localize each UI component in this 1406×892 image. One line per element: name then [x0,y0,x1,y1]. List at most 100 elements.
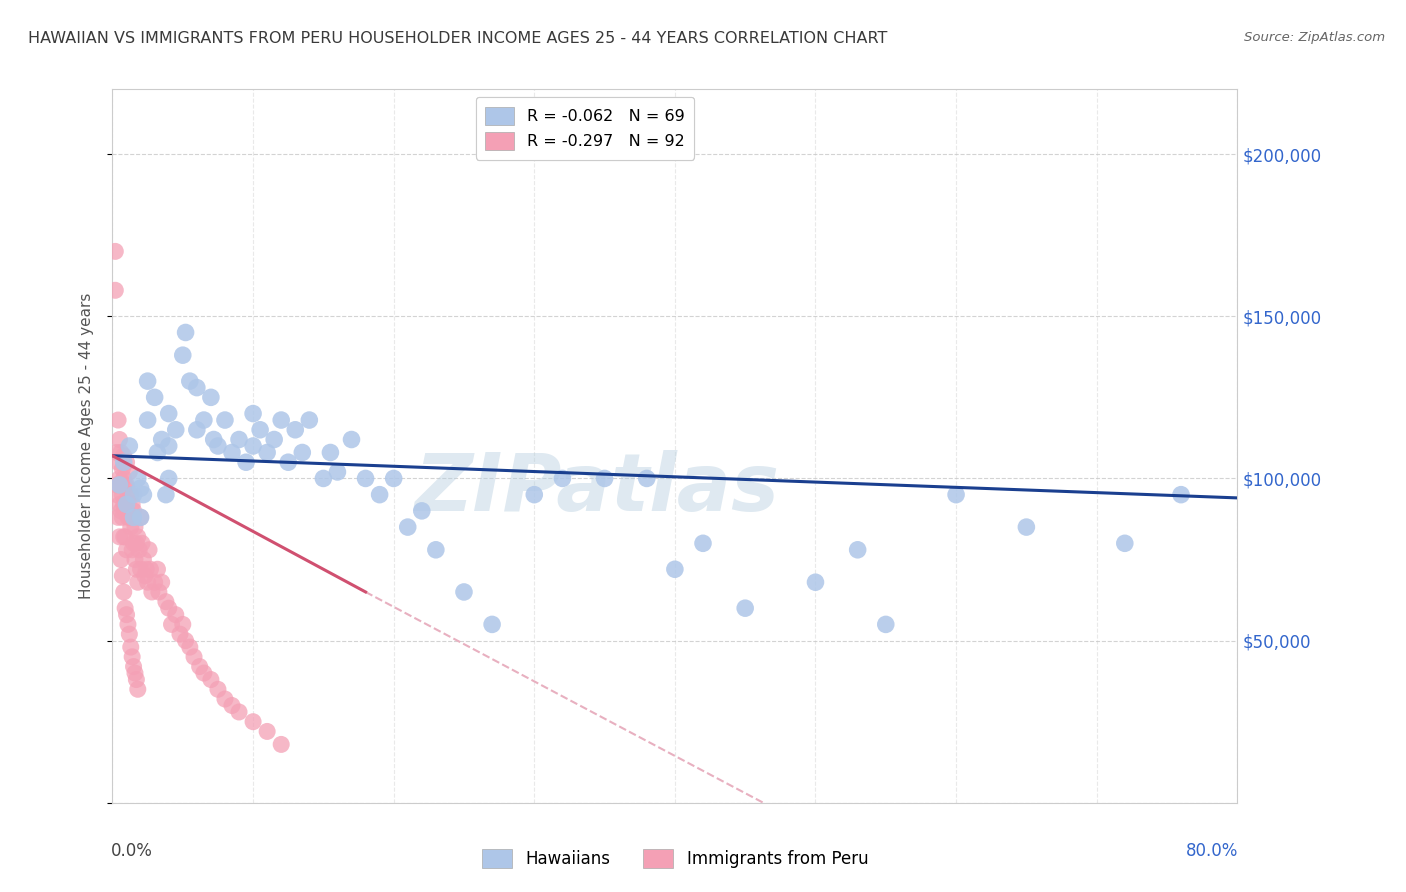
Point [125,673,148,687]
Point [157,471,180,485]
Point [1015,520,1038,534]
Point [121,649,143,664]
Legend: R = -0.062   N = 69, R = -0.297   N = 92: R = -0.062 N = 69, R = -0.297 N = 92 [475,97,695,160]
Point [108,433,131,447]
Point [174,326,197,340]
Point [117,617,139,632]
Point [107,510,129,524]
Point [118,510,141,524]
Point [263,433,285,447]
Point [129,510,152,524]
Point [122,504,145,518]
Point [105,488,128,502]
Point [107,455,129,469]
Point [221,698,243,713]
Point [354,471,377,485]
Point [875,617,897,632]
Point [115,607,138,622]
Point [120,640,142,654]
Point [382,471,405,485]
Point [664,562,686,576]
Point [117,488,139,502]
Point [114,601,136,615]
Point [115,504,138,518]
Point [207,439,229,453]
Point [160,617,183,632]
Point [256,445,278,459]
Point [340,433,363,447]
Text: Source: ZipAtlas.com: Source: ZipAtlas.com [1244,31,1385,45]
Point [193,666,215,681]
Point [242,439,264,453]
Point [108,478,131,492]
Point [157,439,180,453]
Point [148,585,170,599]
Point [111,461,134,475]
Point [122,536,145,550]
Point [326,465,349,479]
Point [312,471,335,485]
Point [143,575,166,590]
Point [125,536,148,550]
Point [132,488,155,502]
Point [120,520,142,534]
Point [143,390,166,404]
Point [136,374,159,388]
Point [138,542,160,557]
Point [110,445,132,459]
Point [242,714,264,729]
Point [188,659,211,673]
Point [125,562,148,576]
Point [256,724,278,739]
Point [110,478,132,492]
Point [117,510,139,524]
Y-axis label: Householder Income Ages 25 - 44 years: Householder Income Ages 25 - 44 years [79,293,94,599]
Point [298,413,321,427]
Point [200,673,222,687]
Point [172,617,194,632]
Point [165,607,187,622]
Point [122,488,145,502]
Point [111,568,134,582]
Point [150,433,173,447]
Point [121,542,143,557]
Point [112,471,135,485]
Point [115,478,138,492]
Point [150,575,173,590]
Point [118,465,141,479]
Text: ZIPatlas: ZIPatlas [413,450,779,528]
Point [202,433,225,447]
Point [165,423,187,437]
Point [169,627,191,641]
Point [108,471,131,485]
Point [135,562,157,576]
Text: HAWAIIAN VS IMMIGRANTS FROM PERU HOUSEHOLDER INCOME AGES 25 - 44 YEARS CORRELATI: HAWAIIAN VS IMMIGRANTS FROM PERU HOUSEHO… [28,31,887,46]
Point [112,530,135,544]
Point [242,407,264,421]
Point [124,666,146,681]
Point [108,530,131,544]
Point [453,585,475,599]
Point [636,471,658,485]
Point [127,682,149,697]
Text: 0.0%: 0.0% [111,842,153,860]
Point [118,627,141,641]
Point [179,640,201,654]
Point [124,552,146,566]
Point [270,413,292,427]
Point [1170,488,1192,502]
Point [105,445,128,459]
Point [129,481,152,495]
Point [235,455,257,469]
Point [146,445,169,459]
Point [214,413,236,427]
Point [131,536,153,550]
Point [193,413,215,427]
Point [127,575,149,590]
Point [122,659,145,673]
Point [291,445,314,459]
Point [114,530,136,544]
Point [114,478,136,492]
Point [734,601,756,615]
Point [105,478,128,492]
